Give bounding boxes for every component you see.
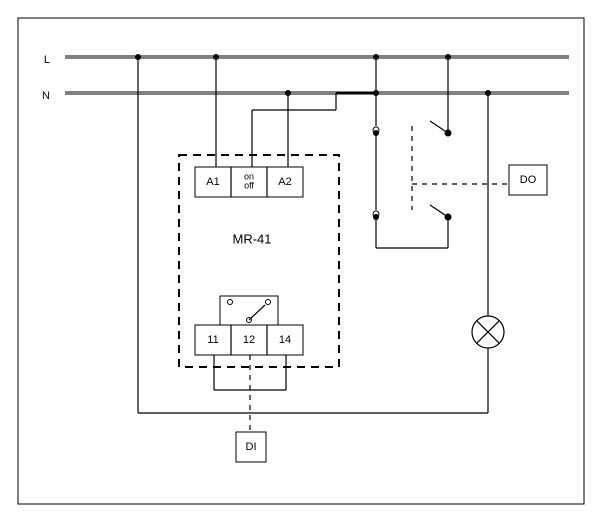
wiring-diagram: L N MR-41 A1 onoff A2 11 12 14 DO DI (0, 0, 602, 522)
rail-label: N (42, 90, 50, 102)
terminal-label: A1 (206, 176, 219, 188)
terminal-label: A2 (278, 176, 291, 188)
di-label: DI (246, 441, 257, 453)
terminal-label: 11 (207, 334, 218, 346)
terminal-label: onoff (244, 172, 254, 191)
do-label: DO (520, 174, 537, 186)
terminal-label: 14 (279, 334, 291, 346)
terminal-label: 12 (243, 334, 255, 346)
device-label: MR-41 (232, 231, 271, 246)
rail-label: L (44, 54, 50, 66)
